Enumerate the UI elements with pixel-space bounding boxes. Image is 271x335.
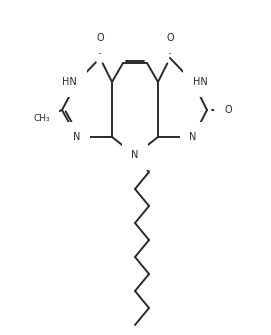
Text: N: N <box>131 150 139 160</box>
Text: O: O <box>166 33 174 43</box>
Text: CH₃: CH₃ <box>34 114 50 123</box>
Text: N: N <box>73 132 81 142</box>
Text: O: O <box>224 105 232 115</box>
Text: O: O <box>96 33 104 43</box>
Text: HN: HN <box>62 77 77 87</box>
Text: HN: HN <box>193 77 208 87</box>
Text: N: N <box>189 132 197 142</box>
